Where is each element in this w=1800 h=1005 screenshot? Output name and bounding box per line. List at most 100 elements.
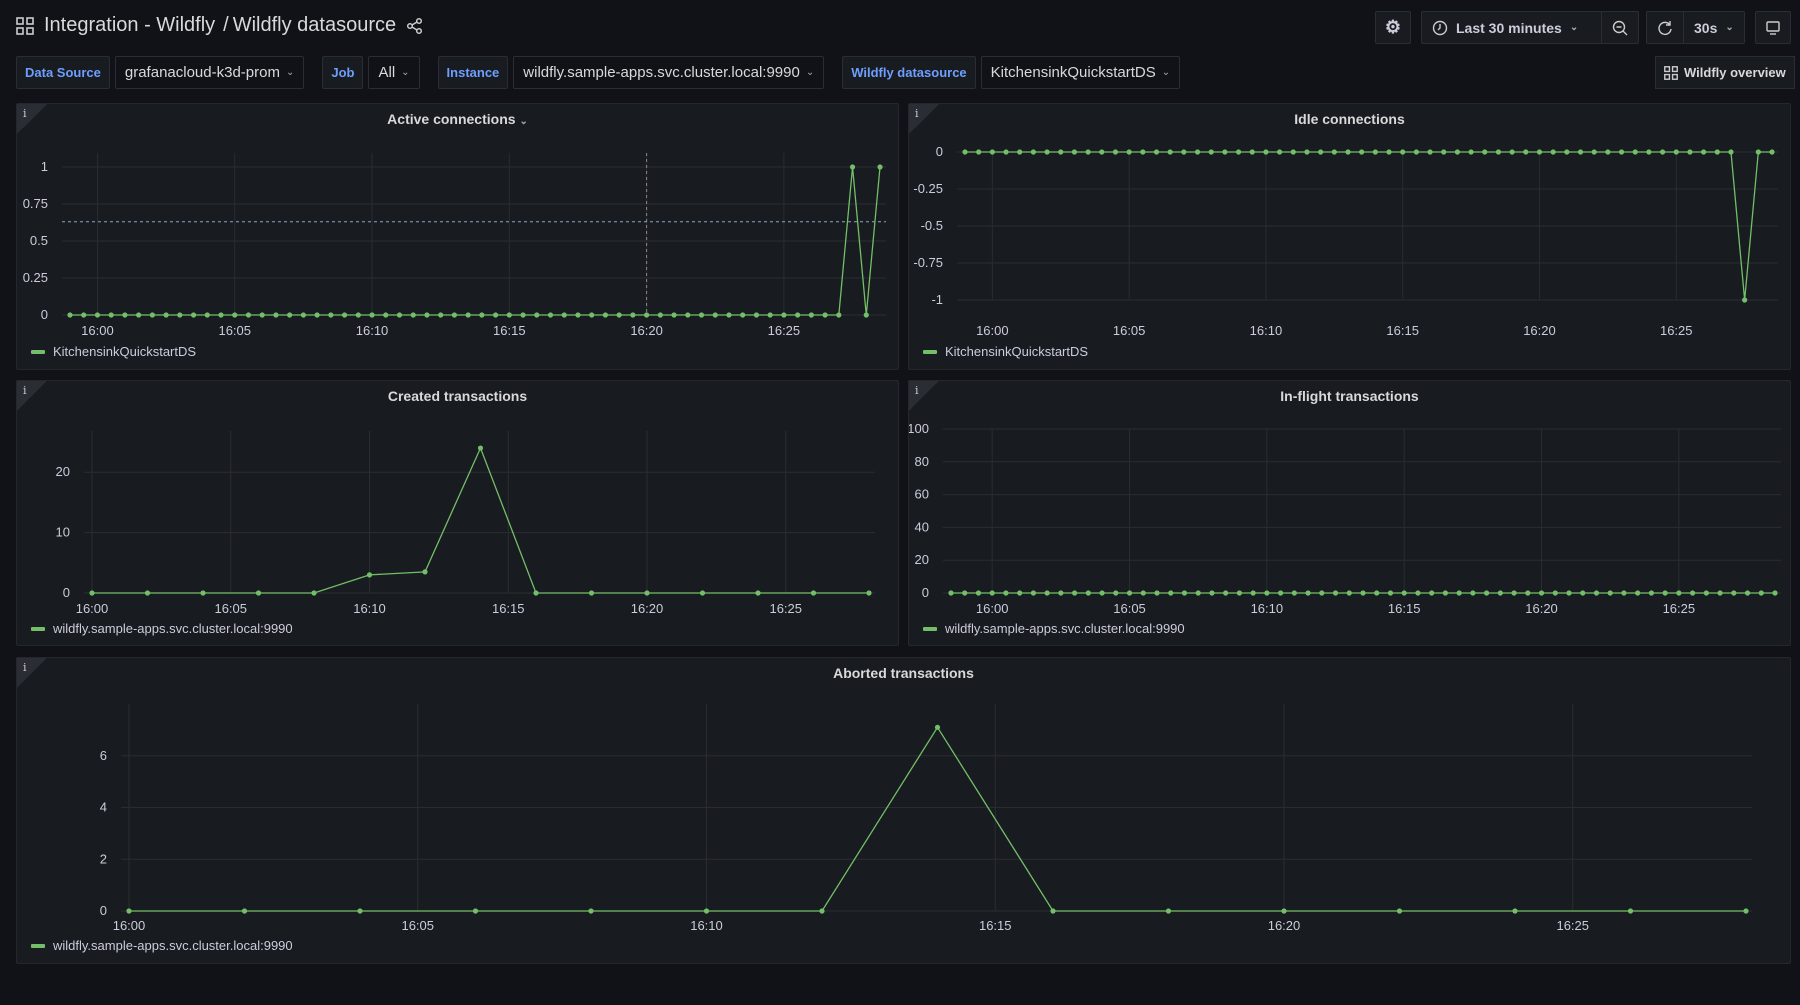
data-point[interactable]: [1662, 590, 1668, 596]
data-point[interactable]: [588, 908, 594, 914]
data-point[interactable]: [1278, 590, 1284, 596]
data-point[interactable]: [1319, 590, 1325, 596]
data-point[interactable]: [1345, 149, 1351, 155]
info-icon[interactable]: i: [909, 104, 939, 134]
data-point[interactable]: [1627, 908, 1634, 914]
data-point[interactable]: [1085, 149, 1091, 155]
data-point[interactable]: [849, 164, 856, 170]
panel-title[interactable]: Idle connections: [909, 111, 1790, 127]
data-point[interactable]: [1577, 149, 1584, 155]
data-point[interactable]: [1153, 149, 1160, 155]
data-point[interactable]: [989, 149, 995, 155]
data-point[interactable]: [962, 590, 968, 596]
data-point[interactable]: [1755, 149, 1761, 155]
data-point[interactable]: [1512, 908, 1518, 914]
time-picker[interactable]: Last 30 minutes ⌄: [1421, 11, 1639, 44]
data-point[interactable]: [1659, 149, 1666, 155]
data-point[interactable]: [1208, 149, 1214, 155]
data-point[interactable]: [1044, 149, 1050, 155]
data-point[interactable]: [300, 312, 306, 318]
data-point[interactable]: [575, 312, 581, 318]
data-point[interactable]: [1525, 590, 1531, 596]
data-point[interactable]: [1552, 590, 1558, 596]
variable-datasource-select[interactable]: grafanacloud-k3d-prom ⌄: [114, 56, 305, 89]
variable-job-select[interactable]: All ⌄: [368, 56, 420, 89]
data-point[interactable]: [1396, 908, 1403, 914]
variable-instance-select[interactable]: wildfly.sample-apps.svc.cluster.local:99…: [513, 56, 825, 89]
data-point[interactable]: [1263, 149, 1269, 155]
data-point[interactable]: [1731, 590, 1737, 596]
data-point[interactable]: [1621, 590, 1627, 596]
data-point[interactable]: [1030, 149, 1036, 155]
data-point[interactable]: [451, 312, 458, 318]
data-point[interactable]: [795, 312, 801, 318]
data-point[interactable]: [547, 312, 554, 318]
data-point[interactable]: [355, 312, 361, 318]
data-point[interactable]: [1769, 149, 1775, 155]
data-point[interactable]: [808, 312, 814, 318]
legend-item[interactable]: KitchensinkQuickstartDS: [31, 344, 196, 359]
data-point[interactable]: [616, 312, 622, 318]
data-point[interactable]: [1223, 590, 1229, 596]
data-point[interactable]: [1250, 590, 1256, 596]
data-point[interactable]: [1687, 149, 1693, 155]
data-point[interactable]: [1304, 149, 1310, 155]
data-point[interactable]: [245, 312, 252, 318]
data-point[interactable]: [1550, 149, 1556, 155]
data-point[interactable]: [755, 590, 761, 596]
data-point[interactable]: [1758, 590, 1764, 596]
data-point[interactable]: [1427, 149, 1433, 155]
data-point[interactable]: [1360, 590, 1366, 596]
data-point[interactable]: [740, 312, 746, 318]
data-point[interactable]: [1484, 590, 1490, 596]
data-point[interactable]: [311, 590, 317, 596]
data-point[interactable]: [1387, 590, 1394, 596]
data-point[interactable]: [383, 312, 389, 318]
data-point[interactable]: [1281, 908, 1287, 914]
data-point[interactable]: [1454, 149, 1461, 155]
data-point[interactable]: [1003, 590, 1009, 596]
data-point[interactable]: [1701, 149, 1707, 155]
data-point[interactable]: [1386, 149, 1392, 155]
data-point[interactable]: [657, 312, 663, 318]
panel-idle[interactable]: i Idle connections KitchensinkQuickstart…: [908, 103, 1791, 370]
data-point[interactable]: [1646, 149, 1652, 155]
data-point[interactable]: [1194, 149, 1201, 155]
data-point[interactable]: [126, 908, 132, 914]
info-icon[interactable]: i: [17, 104, 47, 134]
legend-item[interactable]: wildfly.sample-apps.svc.cluster.local:99…: [31, 938, 293, 953]
data-point[interactable]: [1415, 590, 1421, 596]
data-point[interactable]: [1165, 908, 1172, 914]
data-point[interactable]: [767, 312, 773, 318]
data-point[interactable]: [149, 312, 155, 318]
data-point[interactable]: [422, 569, 428, 575]
data-point[interactable]: [1332, 590, 1339, 596]
data-point[interactable]: [1511, 590, 1517, 596]
data-point[interactable]: [396, 312, 403, 318]
data-point[interactable]: [810, 590, 817, 596]
data-point[interactable]: [1497, 590, 1503, 596]
panel-title[interactable]: In-flight transactions: [909, 388, 1790, 404]
data-point[interactable]: [520, 312, 526, 318]
data-point[interactable]: [1772, 590, 1778, 596]
data-point[interactable]: [1318, 149, 1324, 155]
data-point[interactable]: [1195, 590, 1201, 596]
data-point[interactable]: [1372, 149, 1378, 155]
data-point[interactable]: [1113, 590, 1119, 596]
data-point[interactable]: [1728, 149, 1734, 155]
data-point[interactable]: [1140, 590, 1146, 596]
data-point[interactable]: [948, 590, 954, 596]
breadcrumb-folder[interactable]: Integration - Wildfly: [44, 14, 216, 36]
data-point[interactable]: [314, 312, 320, 318]
data-point[interactable]: [369, 312, 375, 318]
data-point[interactable]: [89, 590, 95, 596]
data-point[interactable]: [1743, 908, 1749, 914]
legend-item[interactable]: wildfly.sample-apps.svc.cluster.local:99…: [923, 621, 1185, 636]
data-point[interactable]: [438, 312, 444, 318]
data-point[interactable]: [1714, 149, 1720, 155]
chevron-down-icon[interactable]: ⌄: [519, 116, 528, 127]
data-point[interactable]: [232, 312, 238, 318]
data-point[interactable]: [200, 590, 206, 596]
data-point[interactable]: [1003, 149, 1009, 155]
settings-button[interactable]: ⚙: [1375, 11, 1411, 44]
